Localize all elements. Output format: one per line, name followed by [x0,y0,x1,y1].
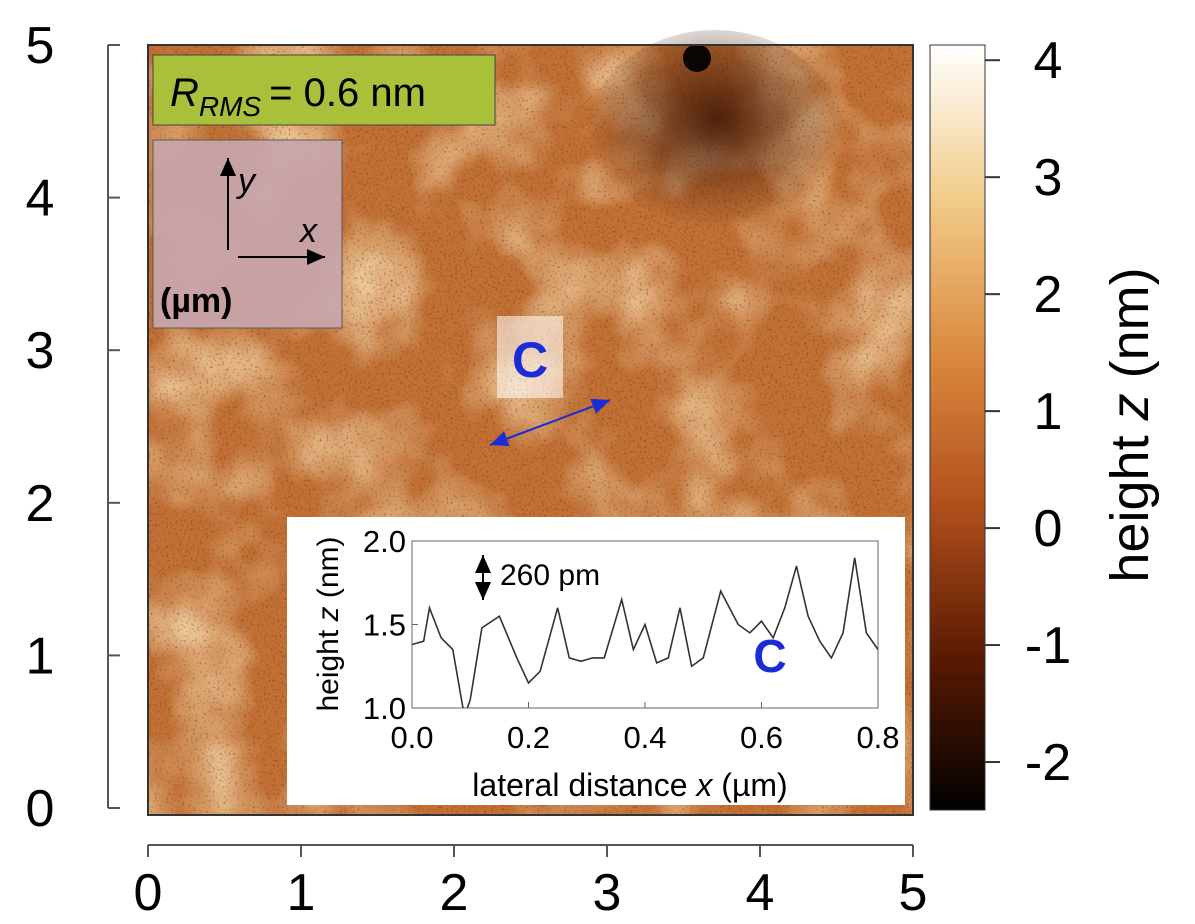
inset-y-label: height z (nm) [312,536,345,711]
colorbar-tick-label: -1 [1025,617,1071,675]
inset-x-tick-label: 0.0 [390,720,433,755]
x-tick-label: 0 [134,864,163,919]
rms-background [152,54,496,126]
profile-inset: height z (nm) lateral distance x (µm) 26… [287,517,905,805]
x-tick-label: 4 [746,864,775,919]
unit-label: (µm) [160,282,232,320]
x-tick-label: 5 [899,864,928,919]
dark-region [585,30,845,250]
marker-label: C [512,332,548,388]
colorbar: height z (nm) [929,44,1160,811]
inset-marker: C [753,630,786,682]
label-part: (µm) [712,767,787,803]
colorbar-label-part: z [1100,393,1160,421]
y-tick-label: 4 [26,170,55,228]
inset-background [287,517,905,805]
y-tick-label: 5 [26,17,55,75]
inset-x-tick-label: 0.4 [623,720,666,755]
label-part: height [312,621,345,711]
x-tick-label: 3 [593,864,622,919]
scale-label: 260 pm [500,559,600,592]
rms-symbol: R [170,71,199,115]
axes-inset-background [152,139,343,329]
x-tick-label: 1 [287,864,316,919]
colorbar-label-part: (nm) [1100,267,1160,393]
image-frame [147,44,914,816]
inset-y-tick-label: 1.5 [363,608,406,643]
colorbar-label-part: height [1100,420,1160,582]
colorbar-gradient [929,44,986,811]
marker-c: C [489,316,611,447]
inset-x-tick-label: 0.6 [740,720,783,755]
profile-arrow [489,398,611,447]
colorbar-tick-label: 4 [1034,32,1063,90]
colorbar-tick-label: 3 [1034,149,1063,207]
y-tick-label: 1 [26,627,55,685]
inset-y-tick-label: 2.0 [363,524,406,559]
inset-y-tick-label: 1.0 [363,691,406,726]
inset-x-tick-label: 0.8 [856,720,899,755]
x-tick-label: 2 [440,864,469,919]
label-part: x [694,767,713,803]
y-axis-name: y [236,162,257,200]
inset-x-tick-label: 0.2 [507,720,550,755]
rms-label: RRMS = 0.6 nm [170,71,426,122]
colorbar-label: height z (nm) [1100,267,1160,582]
y-tick-label: 2 [26,475,55,533]
label-part: (nm) [312,536,345,606]
y-tick-label: 3 [26,322,55,380]
colorbar-tick-label: -2 [1025,734,1071,792]
defect [683,44,711,72]
label-part: lateral distance [472,767,696,803]
colorbar-tick-label: 1 [1034,383,1063,441]
rms-box: RRMS = 0.6 nm [152,54,496,126]
marker-box [497,316,563,398]
y-tick-label: 0 [26,780,55,838]
rms-value: = 0.6 nm [269,71,426,115]
colorbar-tick-label: 2 [1034,266,1063,324]
inset-x-label: lateral distance x (µm) [472,767,787,803]
rms-subscript: RMS [199,91,262,122]
axes-inset: y x (µm) [152,139,343,329]
height-profile [412,557,878,708]
colorbar-tick-label: 0 [1034,500,1063,558]
label-part: z [312,606,345,622]
x-axis-name: x [298,212,318,250]
